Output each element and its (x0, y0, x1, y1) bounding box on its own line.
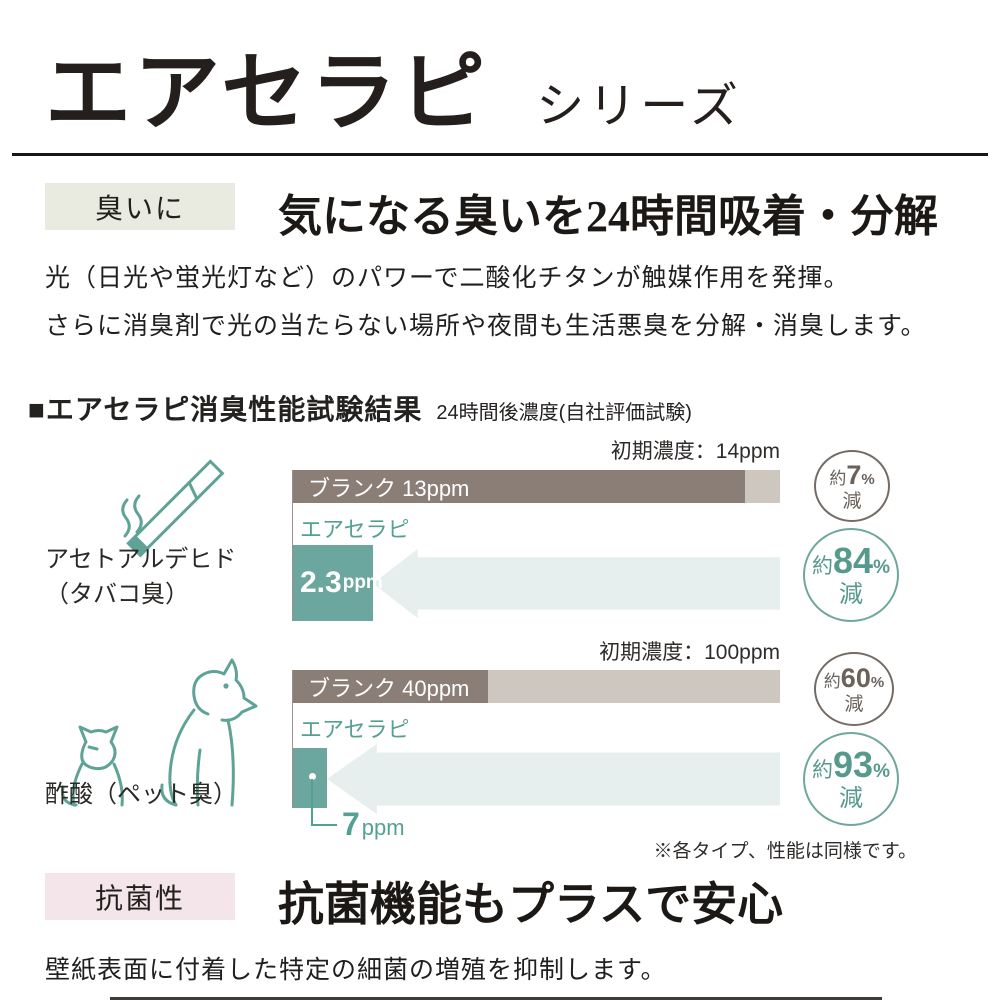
antibacterial-tag-label: 抗菌性 (94, 882, 185, 914)
odor-heading: 気になる臭いを24時間吸着・分解 (278, 192, 938, 241)
blank-bar-track-2: ブランク 40ppm (293, 670, 780, 703)
axis-line-1 (292, 470, 293, 621)
odor-body-line-1: 光（日光や蛍光灯など）のパワーで二酸化チタンが触媒作用を発揮。 (45, 265, 850, 292)
results-subtitle: 24時間後濃度(自社評価試験) (436, 402, 692, 424)
subject-label-1: アセトアルデヒド （タバコ臭） (45, 543, 236, 613)
callout-leader-horizontal (311, 824, 337, 826)
reduction-circle-product-2: 約 93% 減 (803, 732, 899, 826)
antibacterial-tag: 抗菌性 (45, 873, 235, 920)
blank-bar-track-1: ブランク 13ppm (293, 470, 780, 503)
cigarette-icon (121, 459, 225, 558)
blank-bar-label-2: ブランク 40ppm (308, 675, 470, 701)
subject-label-2: 酢酸（ペット臭） (45, 778, 237, 813)
odor-tag: 臭いに (45, 183, 235, 230)
blank-bar-fill-2: ブランク 40ppm (293, 670, 488, 703)
odor-tag-label: 臭いに (94, 192, 185, 224)
reduction-circle-blank-1: 約 7% 減 (814, 450, 890, 522)
blank-bar-fill-1: ブランク 13ppm (293, 470, 745, 503)
results-title-row: ■エアセラピ消臭性能試験結果 24時間後濃度(自社評価試験) (28, 388, 692, 428)
brand-title: エアセラピ (45, 45, 489, 141)
pets-icon (61, 658, 258, 807)
cropped-next-section-bar (110, 997, 882, 1000)
antibacterial-heading: 抗菌機能もプラスで安心 (278, 879, 784, 930)
odor-body-line-2: さらに消臭剤で光の当たらない場所や夜間も生活悪臭を分解・消臭します。 (45, 313, 927, 340)
reduction-arrow-1 (373, 548, 780, 619)
product-value-unit-1: ppm (342, 572, 383, 593)
product-label-1: エアセラピ (300, 517, 410, 542)
product-value-callout-2: 7 ppm (342, 806, 405, 842)
cat-icon (61, 725, 124, 807)
axis-line-2 (292, 670, 293, 808)
product-label-2: エアセラピ (300, 717, 410, 742)
reduction-arrow-2 (327, 743, 780, 815)
reduction-circle-blank-2: 約 60% 減 (814, 652, 894, 726)
subject-name-2: 酢酸（ペット臭） (45, 781, 237, 808)
subject-name-1: アセトアルデヒド (45, 546, 237, 573)
results-title: ■エアセラピ消臭性能試験結果 (28, 394, 423, 425)
antibacterial-body: 壁紙表面に付着した特定の細菌の増殖を抑制します。 (45, 957, 667, 984)
dog-icon (160, 658, 258, 807)
page-title: エアセラピ シリーズ (45, 22, 742, 147)
results-footnote: ※各タイプ、性能は同様です。 (653, 841, 917, 862)
subject-note-1: （タバコ臭） (45, 580, 189, 608)
initial-concentration-label-2: 初期濃度：100ppm (599, 641, 780, 664)
blank-bar-label-1: ブランク 13ppm (308, 475, 470, 501)
product-value-num-1: 2.3 (300, 566, 342, 599)
reduction-circle-product-1: 約 84% 減 (803, 528, 899, 622)
callout-leader-vertical (311, 779, 313, 825)
callout-dot (309, 773, 316, 780)
brand-series-label: シリーズ (536, 80, 742, 133)
product-bar-1: 2.3 ppm (293, 545, 383, 621)
header-divider (12, 153, 988, 156)
initial-concentration-label-1: 初期濃度：14ppm (610, 440, 780, 463)
